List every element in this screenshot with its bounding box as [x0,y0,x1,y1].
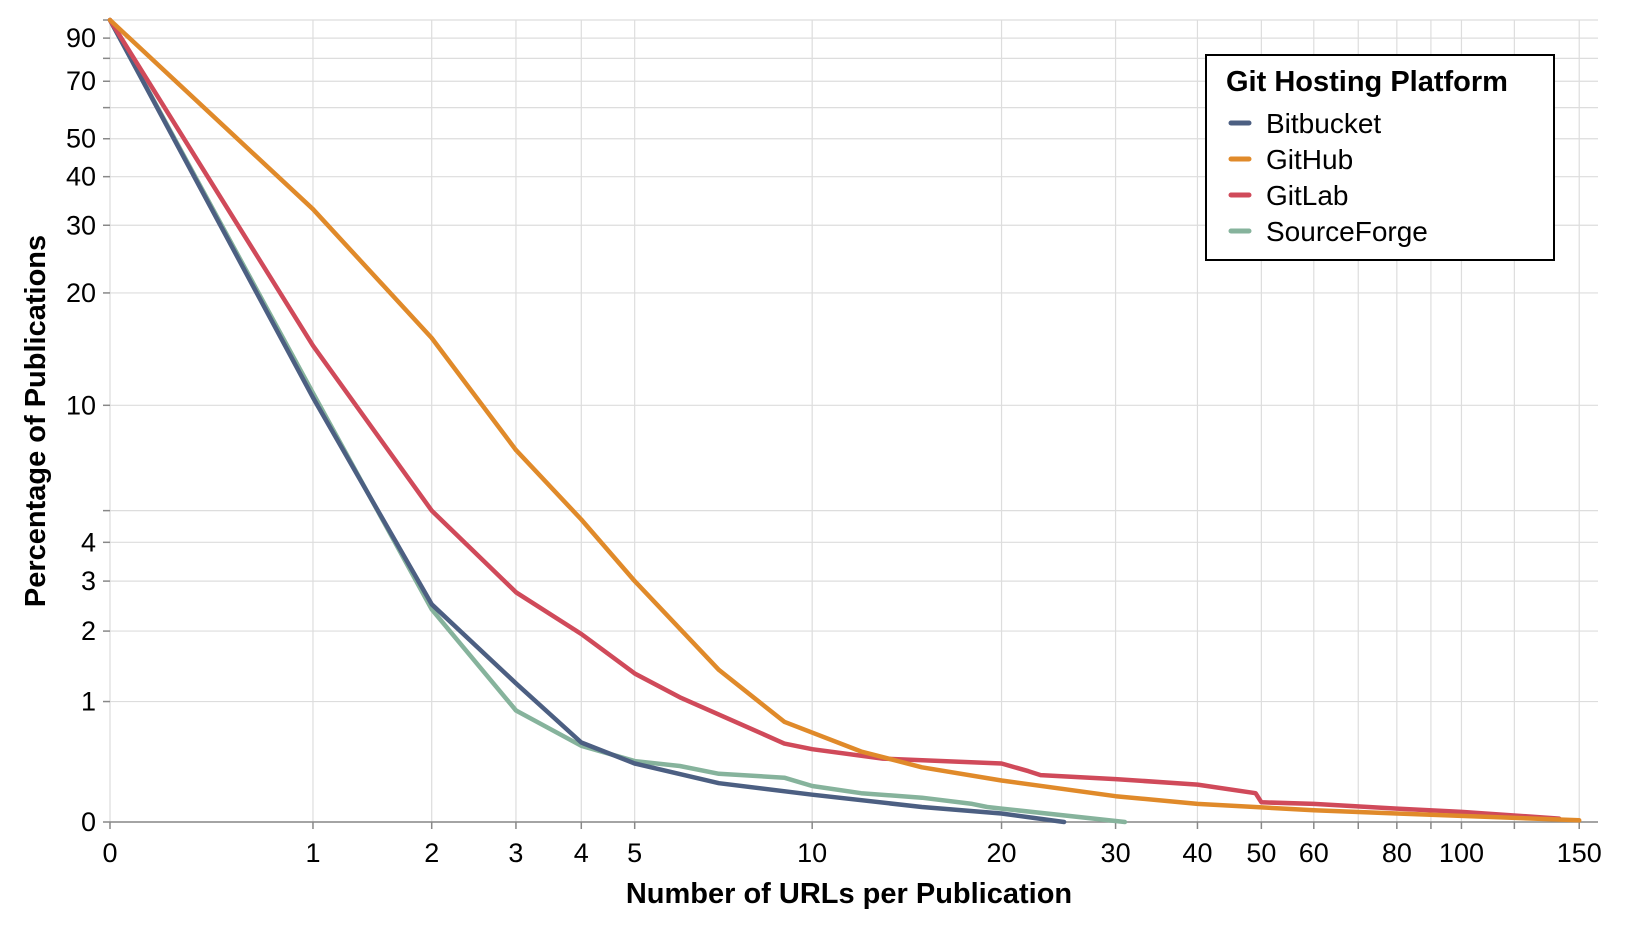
y-tick-label: 20 [66,278,96,308]
x-tick-label: 2 [424,838,439,868]
legend-items: Bitbucket GitHub GitLab SourceForge [1228,108,1428,247]
series-line-gitlab [107,17,1562,821]
x-tick-label: 1 [305,838,320,868]
x-tick-label: 30 [1101,838,1131,868]
x-tick-label: 40 [1182,838,1212,868]
legend-label: Bitbucket [1266,108,1381,139]
x-tick-label: 50 [1246,838,1276,868]
x-tick-label: 20 [987,838,1017,868]
y-tick-label: 4 [81,527,96,557]
series-line-bitbucket [107,17,1067,825]
series-line-sourceforge [107,17,1128,825]
y-tick-label: 90 [66,23,96,53]
y-ticks: 0 1 2 3 4 10 20 30 40 50 70 90 [66,19,110,837]
y-tick-label: 3 [81,566,96,596]
y-tick-label: 70 [66,66,96,96]
y-tick-label: 10 [66,390,96,420]
y-tick-label: 0 [81,807,96,837]
x-ticks: 0 1 2 3 4 5 10 20 30 40 50 60 80 100 150 [102,822,1602,868]
legend: Git Hosting Platform Bitbucket GitHub GitL… [1205,54,1555,261]
legend-label: GitLab [1266,180,1349,211]
axes: 0 1 2 3 4 5 10 20 30 40 50 60 80 100 150 0 1 2 3 4 10 20 30 40… [66,19,1602,868]
y-tick-label: 30 [66,210,96,240]
x-gridlines [109,20,1580,822]
x-tick-label: 80 [1382,838,1412,868]
x-tick-label: 0 [102,838,117,868]
x-tick-label: 3 [508,838,523,868]
legend-box [1205,54,1555,261]
y-tick-label: 50 [66,124,96,154]
x-tick-label: 5 [627,838,642,868]
series-lines [107,17,1582,825]
legend-label: GitHub [1266,144,1353,175]
series-line-github [107,17,1582,823]
x-tick-label: 4 [574,838,589,868]
y-axis-title: Percentage of Publications [20,235,52,607]
x-tick-label: 100 [1439,838,1484,868]
x-tick-label: 10 [797,838,827,868]
x-tick-label: 60 [1299,838,1329,868]
x-tick-label: 150 [1557,838,1602,868]
legend-title: Git Hosting Platform [1226,66,1508,98]
y-tick-label: 2 [81,616,96,646]
y-tick-label: 40 [66,162,96,192]
x-axis-title: Number of URLs per Publication [626,878,1072,910]
y-tick-label: 1 [81,687,96,717]
legend-label: SourceForge [1266,216,1428,247]
